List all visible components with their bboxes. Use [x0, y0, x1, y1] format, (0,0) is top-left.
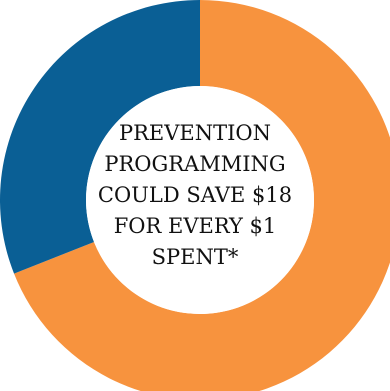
center-label-line-4: FOR EVERY $1: [113, 214, 277, 238]
center-label-line-5: SPENT*: [151, 245, 239, 269]
center-label-line-3: COULD SAVE $18: [97, 183, 293, 207]
donut-hole: [86, 86, 314, 314]
donut-slice-2: [0, 0, 201, 274]
donut-slice-1: [14, 0, 390, 391]
center-label-line-2: PROGRAMMING: [104, 152, 286, 176]
center-label-line-1: PREVENTION: [118, 121, 272, 145]
center-label: PREVENTION PROGRAMMING COULD SAVE $18 FO…: [95, 118, 295, 273]
